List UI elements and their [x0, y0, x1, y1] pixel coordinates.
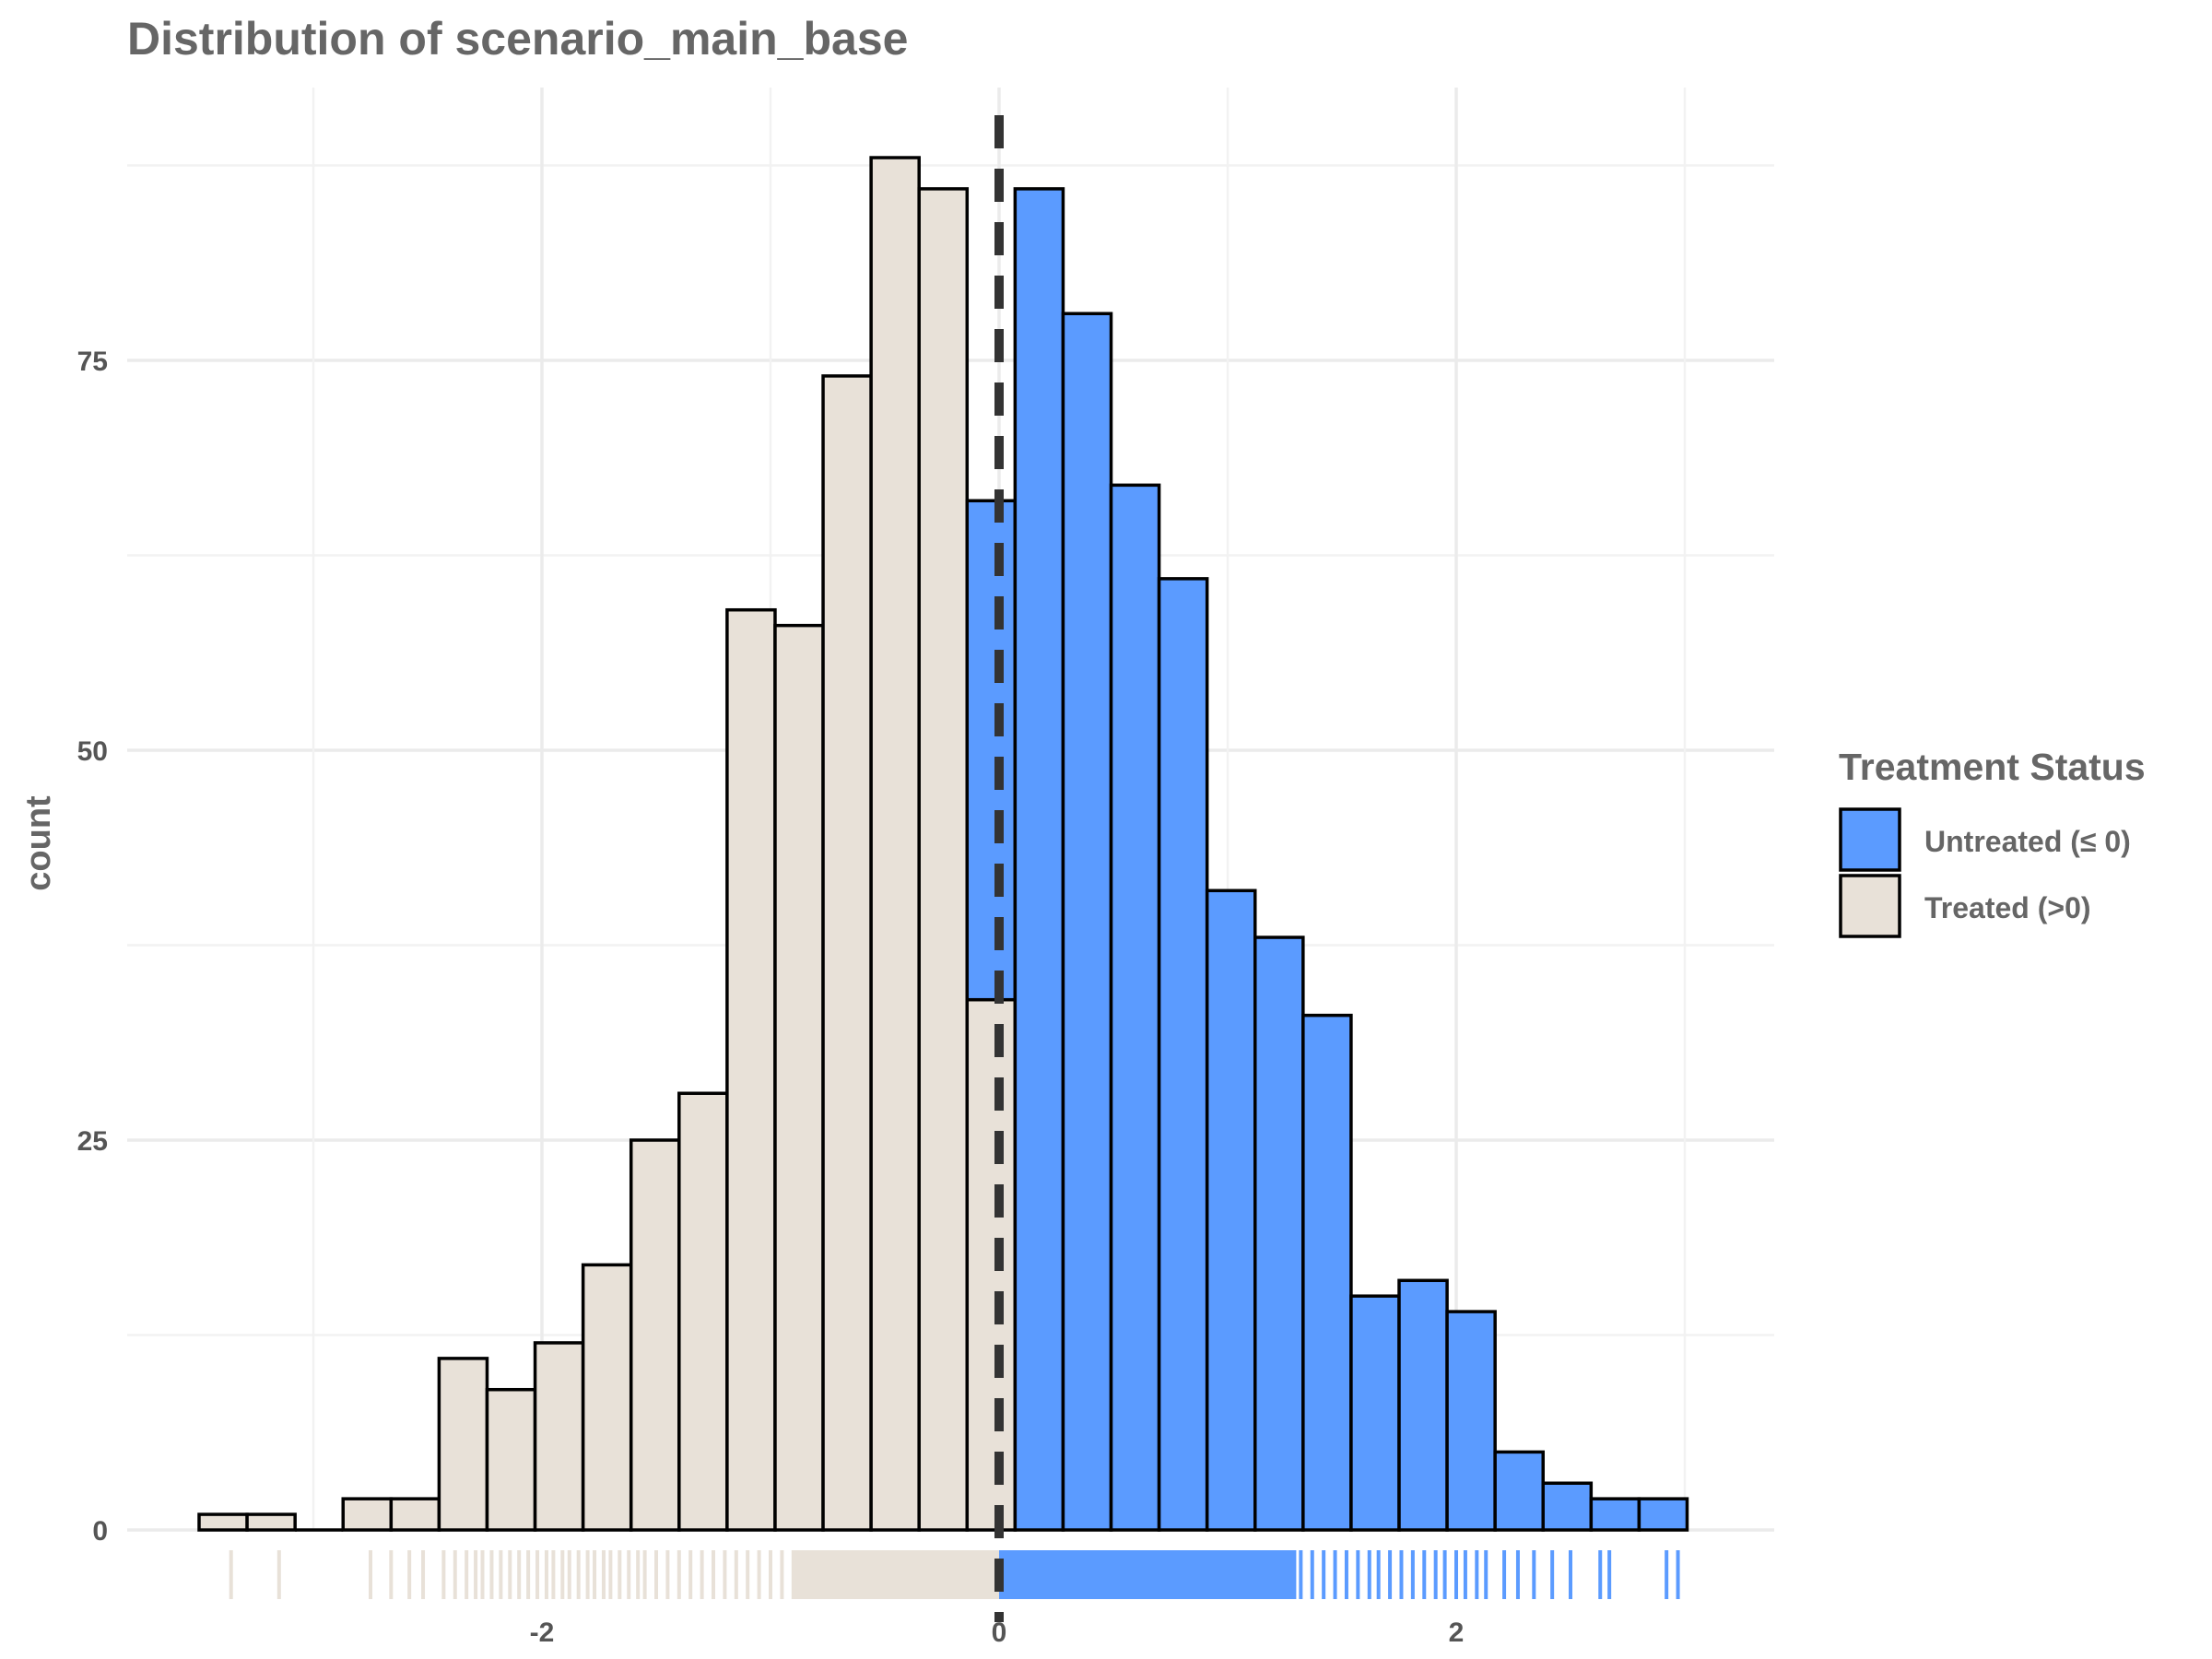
- y-axis-label: count: [19, 795, 58, 891]
- x-tick-label: -2: [530, 1618, 555, 1648]
- bar-untreated: [1445, 1310, 1497, 1532]
- y-tick-label: 50: [77, 736, 108, 767]
- y-tick-label: 25: [77, 1126, 108, 1157]
- legend-label-treated: Treated (>0): [1924, 891, 2091, 924]
- bar-untreated: [1061, 312, 1113, 1532]
- bar-treated: [773, 623, 825, 1532]
- bar-treated: [197, 1512, 249, 1532]
- x-axis-ticks: -2 0 2: [530, 1618, 1465, 1648]
- bar-treated: [725, 607, 777, 1532]
- bar-untreated: [965, 499, 1018, 1002]
- y-tick-label: 75: [77, 347, 108, 377]
- bar-treated: [245, 1512, 297, 1532]
- bar-treated: [389, 1497, 441, 1532]
- bar-untreated: [1109, 483, 1161, 1532]
- x-tick-label: 0: [992, 1618, 1007, 1648]
- bar-treated: [629, 1138, 681, 1532]
- bar-treated: [965, 997, 1018, 1532]
- bar-untreated: [1301, 1013, 1353, 1532]
- rug-marks: [229, 1550, 1680, 1599]
- legend-swatch-untreated: [1839, 807, 1901, 872]
- bar-treated: [341, 1497, 394, 1532]
- y-axis-ticks: 0 25 50 75: [77, 347, 108, 1547]
- legend-label-untreated: Untreated (≤ 0): [1924, 825, 2131, 858]
- rug-band-untreated: [999, 1550, 1297, 1599]
- histogram-bars: [197, 156, 1689, 1532]
- chart-title: Distribution of scenario_main_base: [127, 13, 908, 65]
- legend-swatch-treated: [1839, 874, 1901, 938]
- bar-untreated: [1541, 1481, 1594, 1532]
- bar-untreated: [1349, 1294, 1401, 1532]
- rug-band-treated: [793, 1550, 999, 1599]
- legend-title: Treatment Status: [1839, 746, 2146, 788]
- bar-treated: [821, 374, 873, 1532]
- bar-treated: [533, 1341, 585, 1532]
- bar-treated: [485, 1387, 537, 1532]
- bar-untreated: [1493, 1450, 1545, 1532]
- x-tick-label: 2: [1449, 1618, 1465, 1648]
- bar-untreated: [1253, 935, 1305, 1532]
- bar-treated: [917, 187, 970, 1532]
- bar-untreated: [1397, 1278, 1449, 1532]
- y-tick-label: 0: [92, 1516, 108, 1547]
- bar-untreated: [1205, 888, 1257, 1532]
- bar-treated: [869, 156, 921, 1532]
- bar-treated: [677, 1091, 729, 1532]
- bar-treated: [437, 1357, 489, 1532]
- bar-untreated: [1637, 1497, 1689, 1532]
- bar-untreated: [1157, 577, 1209, 1532]
- bar-untreated: [1013, 187, 1065, 1532]
- bar-treated: [581, 1263, 633, 1532]
- legend: Treatment Status Untreated (≤ 0) Treated…: [1839, 746, 2146, 938]
- bar-untreated: [1589, 1497, 1641, 1532]
